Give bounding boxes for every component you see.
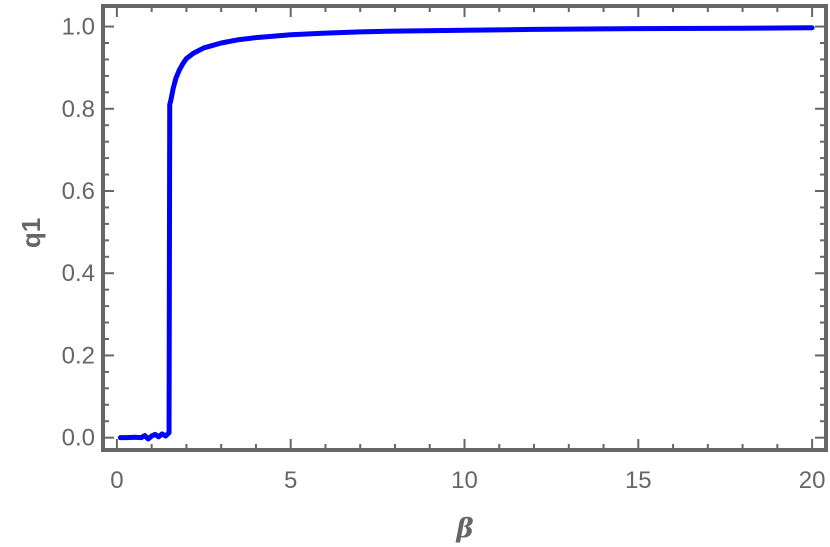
series-line-0: [117, 25, 815, 442]
plot-line-layer: [117, 25, 815, 442]
y-tick-label: 0.2: [62, 342, 95, 369]
tick-marks: [103, 6, 826, 450]
x-tick-label: 20: [799, 467, 826, 494]
x-tick-label: 15: [625, 467, 652, 494]
tick-labels: 0 5 10 15 20 0.0 0.2 0.4 0.6 0.8 1.0: [62, 14, 826, 494]
y-axis-label: q1: [16, 218, 46, 248]
y-tick-label: 0.0: [62, 425, 95, 452]
x-tick-label: 0: [110, 467, 123, 494]
y-tick-label: 0.6: [62, 178, 95, 205]
y-tick-label: 0.4: [62, 260, 95, 287]
x-tick-label: 5: [284, 467, 297, 494]
y-tick-label: 1.0: [62, 14, 95, 41]
y-tick-label: 0.8: [62, 96, 95, 123]
x-axis-label: β: [455, 514, 473, 544]
x-tick-label: 10: [451, 467, 478, 494]
